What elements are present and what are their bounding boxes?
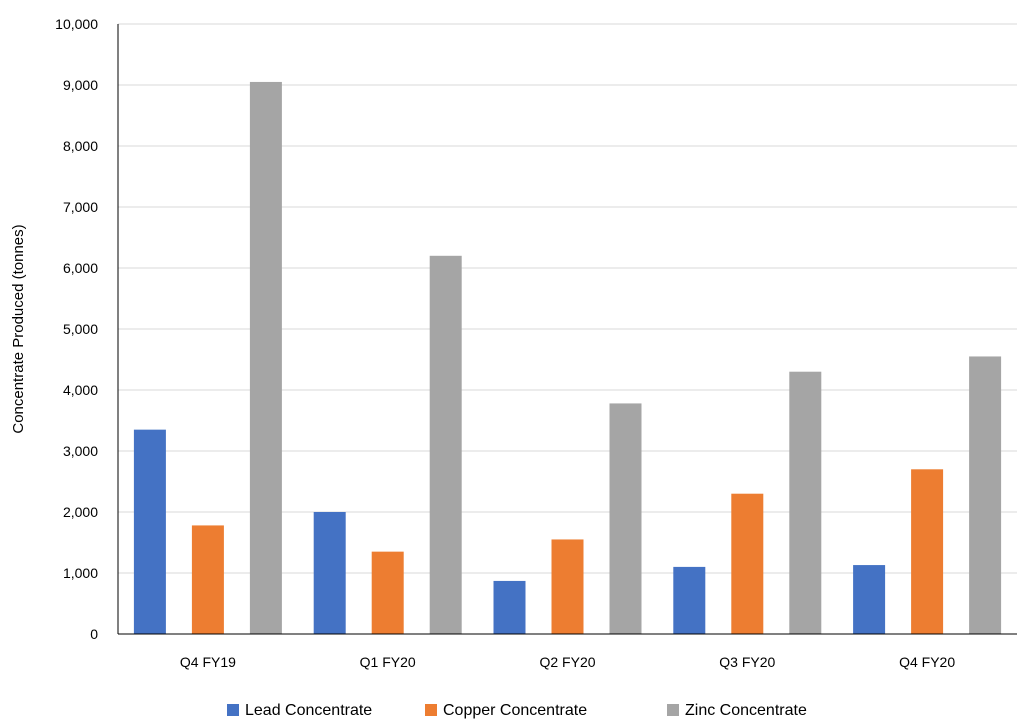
- y-tick-label: 3,000: [63, 443, 98, 459]
- legend-label: Copper Concentrate: [443, 702, 587, 719]
- bar-zinc-concentrate: [609, 403, 642, 634]
- y-tick-label: 5,000: [63, 321, 98, 337]
- x-tick-label: Q2 FY20: [539, 654, 595, 670]
- y-tick-label: 6,000: [63, 260, 98, 276]
- y-axis-title: Concentrate Produced (tonnes): [10, 224, 27, 433]
- axes: [117, 24, 1017, 635]
- x-tick-label: Q4 FY19: [180, 654, 236, 670]
- legend-swatch: [667, 704, 679, 716]
- x-axis-tick-labels: Q4 FY19 Q1 FY20 Q2 FY20 Q3 FY20 Q4 FY20: [180, 654, 955, 670]
- legend-swatch: [227, 704, 239, 716]
- y-tick-label: 10,000: [55, 16, 98, 32]
- bar-copper-concentrate: [911, 469, 944, 634]
- bar-copper-concentrate: [191, 525, 224, 634]
- y-tick-label: 8,000: [63, 138, 98, 154]
- bar-zinc-concentrate: [789, 371, 822, 634]
- legend-item: Lead Concentrate: [227, 702, 372, 719]
- bar-copper-concentrate: [551, 539, 584, 634]
- bar-copper-concentrate: [371, 551, 404, 634]
- y-axis-tick-labels: 0 1,000 2,000 3,000 4,000 5,000 6,000 7,000 8,00…: [55, 16, 98, 642]
- y-tick-label: 0: [90, 626, 98, 642]
- bar-lead-concentrate: [313, 512, 346, 634]
- legend-swatch: [425, 704, 437, 716]
- bar-lead-concentrate: [493, 580, 526, 634]
- bars: [133, 81, 1002, 635]
- y-tick-label: 2,000: [63, 504, 98, 520]
- bar-copper-concentrate: [731, 493, 764, 634]
- x-tick-label: Q1 FY20: [360, 654, 416, 670]
- bar-zinc-concentrate: [429, 255, 462, 635]
- y-tick-label: 1,000: [63, 565, 98, 581]
- y-tick-label: 9,000: [63, 77, 98, 93]
- x-tick-label: Q3 FY20: [719, 654, 775, 670]
- legend: Lead Concentrate Copper Concentrate Zinc C…: [227, 702, 807, 719]
- legend-label: Zinc Concentrate: [685, 702, 807, 719]
- bar-lead-concentrate: [133, 429, 166, 634]
- y-tick-label: 7,000: [63, 199, 98, 215]
- bar-zinc-concentrate: [249, 81, 282, 634]
- x-tick-label: Q4 FY20: [899, 654, 955, 670]
- y-tick-label: 4,000: [63, 382, 98, 398]
- legend-label: Lead Concentrate: [245, 702, 372, 719]
- bar-lead-concentrate: [673, 566, 706, 634]
- legend-item: Zinc Concentrate: [667, 702, 807, 719]
- legend-item: Copper Concentrate: [425, 702, 587, 719]
- bar-lead-concentrate: [853, 565, 886, 634]
- bar-zinc-concentrate: [969, 356, 1002, 634]
